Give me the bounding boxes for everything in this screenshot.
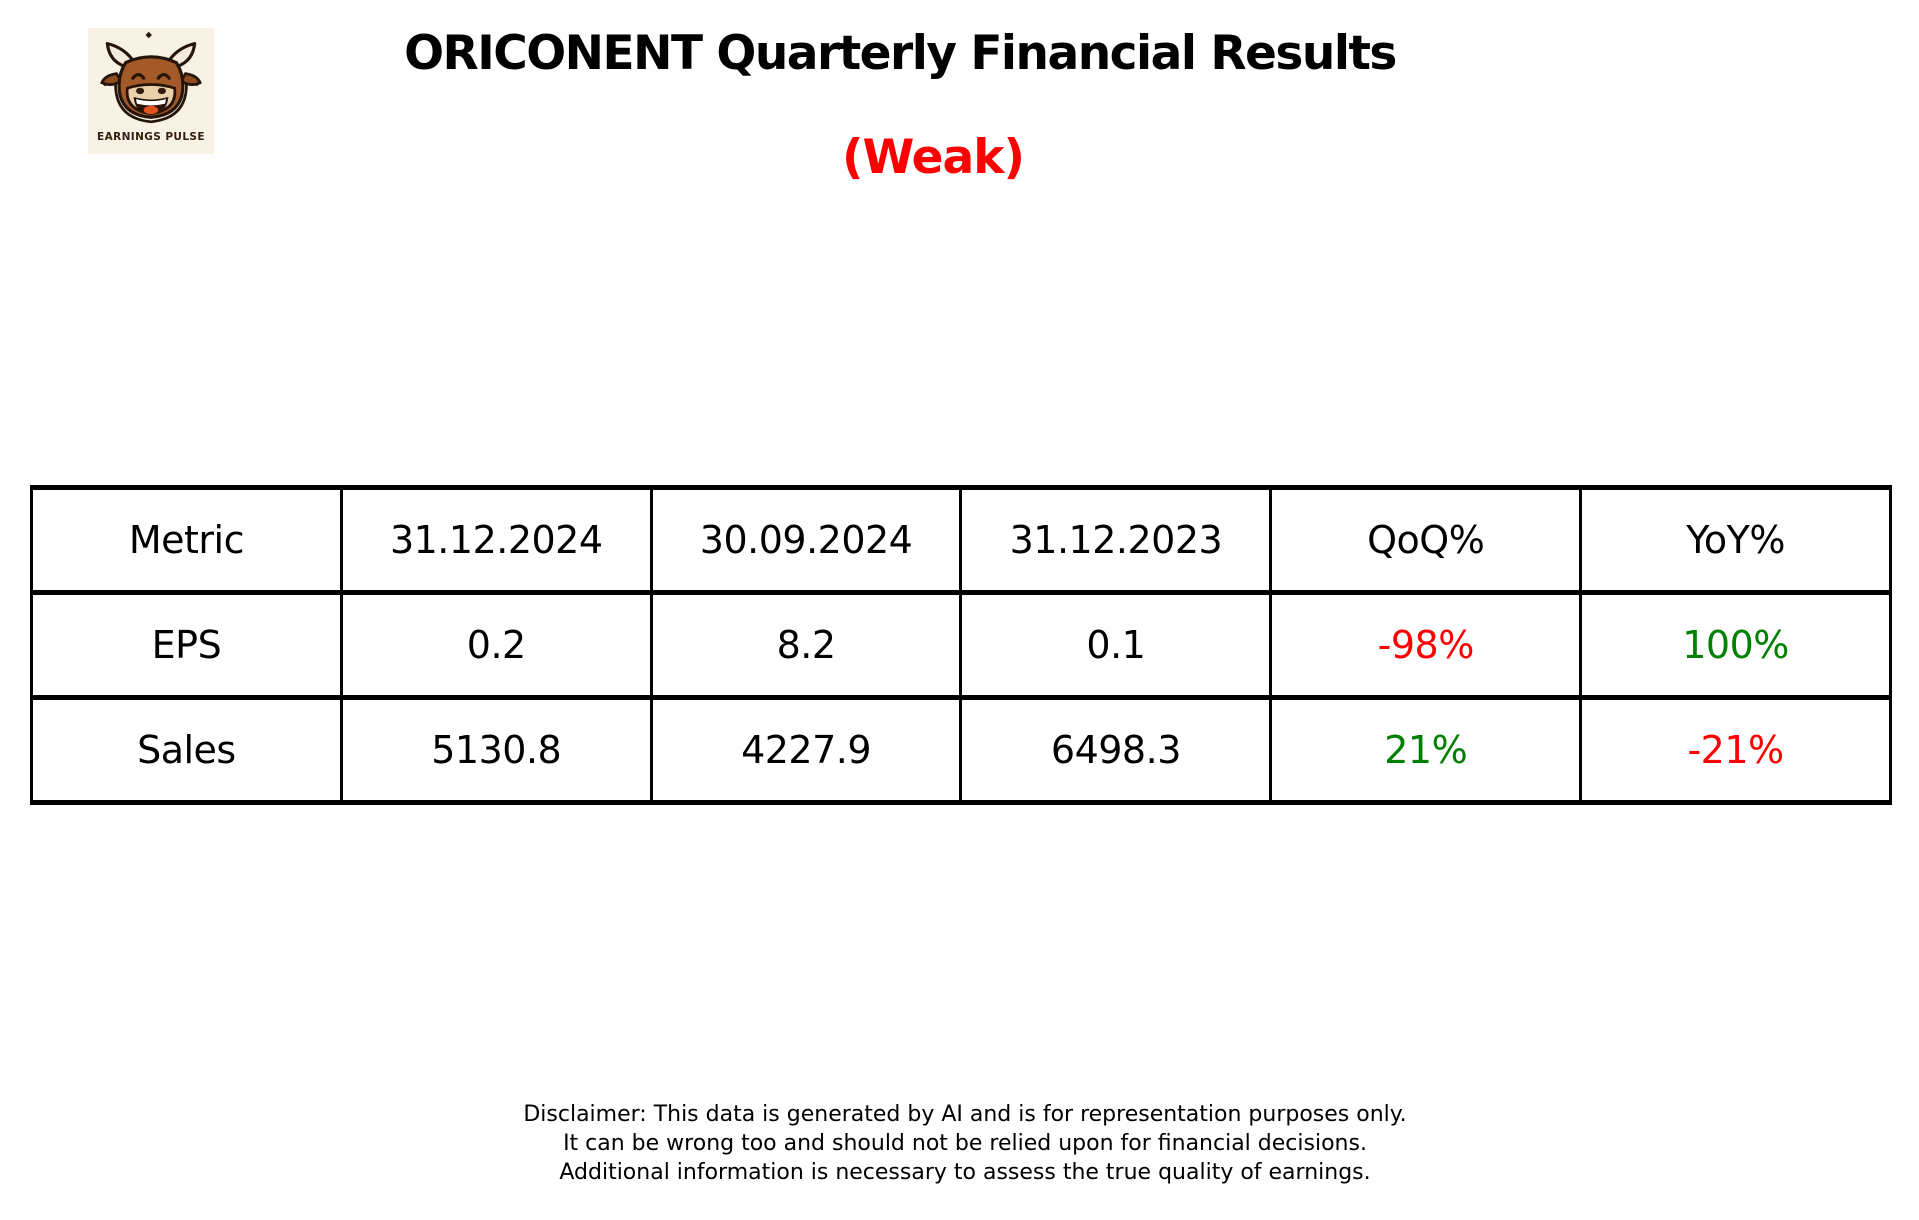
logo-caption: EARNINGS PULSE bbox=[97, 131, 205, 143]
column-header-q-yearago: 31.12.2023 bbox=[959, 485, 1273, 595]
disclaimer-line: Additional information is necessary to a… bbox=[559, 1160, 1371, 1185]
value-cell: 5130.8 bbox=[339, 695, 653, 805]
column-header-qoq: QoQ% bbox=[1269, 485, 1583, 595]
value-cell: 6498.3 bbox=[959, 695, 1273, 805]
financial-results-table: Metric 31.12.2024 30.09.2024 31.12.2023 … bbox=[30, 485, 1892, 805]
yoy-cell: 100% bbox=[1579, 590, 1892, 700]
column-header-q-current: 31.12.2024 bbox=[339, 485, 653, 595]
metric-cell: Sales bbox=[30, 695, 343, 805]
metric-cell: EPS bbox=[30, 590, 343, 700]
column-header-metric: Metric bbox=[30, 485, 343, 595]
qoq-cell: 21% bbox=[1269, 695, 1583, 805]
value-cell: 0.1 bbox=[959, 590, 1273, 700]
column-header-yoy: YoY% bbox=[1579, 485, 1892, 595]
page-title: ORICONENT Quarterly Financial Results bbox=[404, 26, 1397, 81]
table-row-eps: EPS 0.2 8.2 0.1 -98% 100% bbox=[30, 590, 1892, 700]
value-cell: 4227.9 bbox=[649, 695, 963, 805]
value-cell: 0.2 bbox=[339, 590, 653, 700]
table-header-row: Metric 31.12.2024 30.09.2024 31.12.2023 … bbox=[30, 485, 1892, 595]
value-cell: 8.2 bbox=[649, 590, 963, 700]
yoy-cell: -21% bbox=[1579, 695, 1892, 805]
disclaimer-line: It can be wrong too and should not be re… bbox=[563, 1131, 1367, 1156]
bull-icon bbox=[100, 31, 202, 124]
qoq-cell: -98% bbox=[1269, 590, 1583, 700]
disclaimer-line: Disclaimer: This data is generated by AI… bbox=[523, 1102, 1407, 1127]
earnings-pulse-logo: EARNINGS PULSE bbox=[88, 28, 214, 154]
verdict-label: (Weak) bbox=[842, 130, 1025, 185]
column-header-q-previous: 30.09.2024 bbox=[649, 485, 963, 595]
table-row-sales: Sales 5130.8 4227.9 6498.3 21% -21% bbox=[30, 695, 1892, 805]
disclaimer: Disclaimer: This data is generated by AI… bbox=[523, 1100, 1406, 1187]
